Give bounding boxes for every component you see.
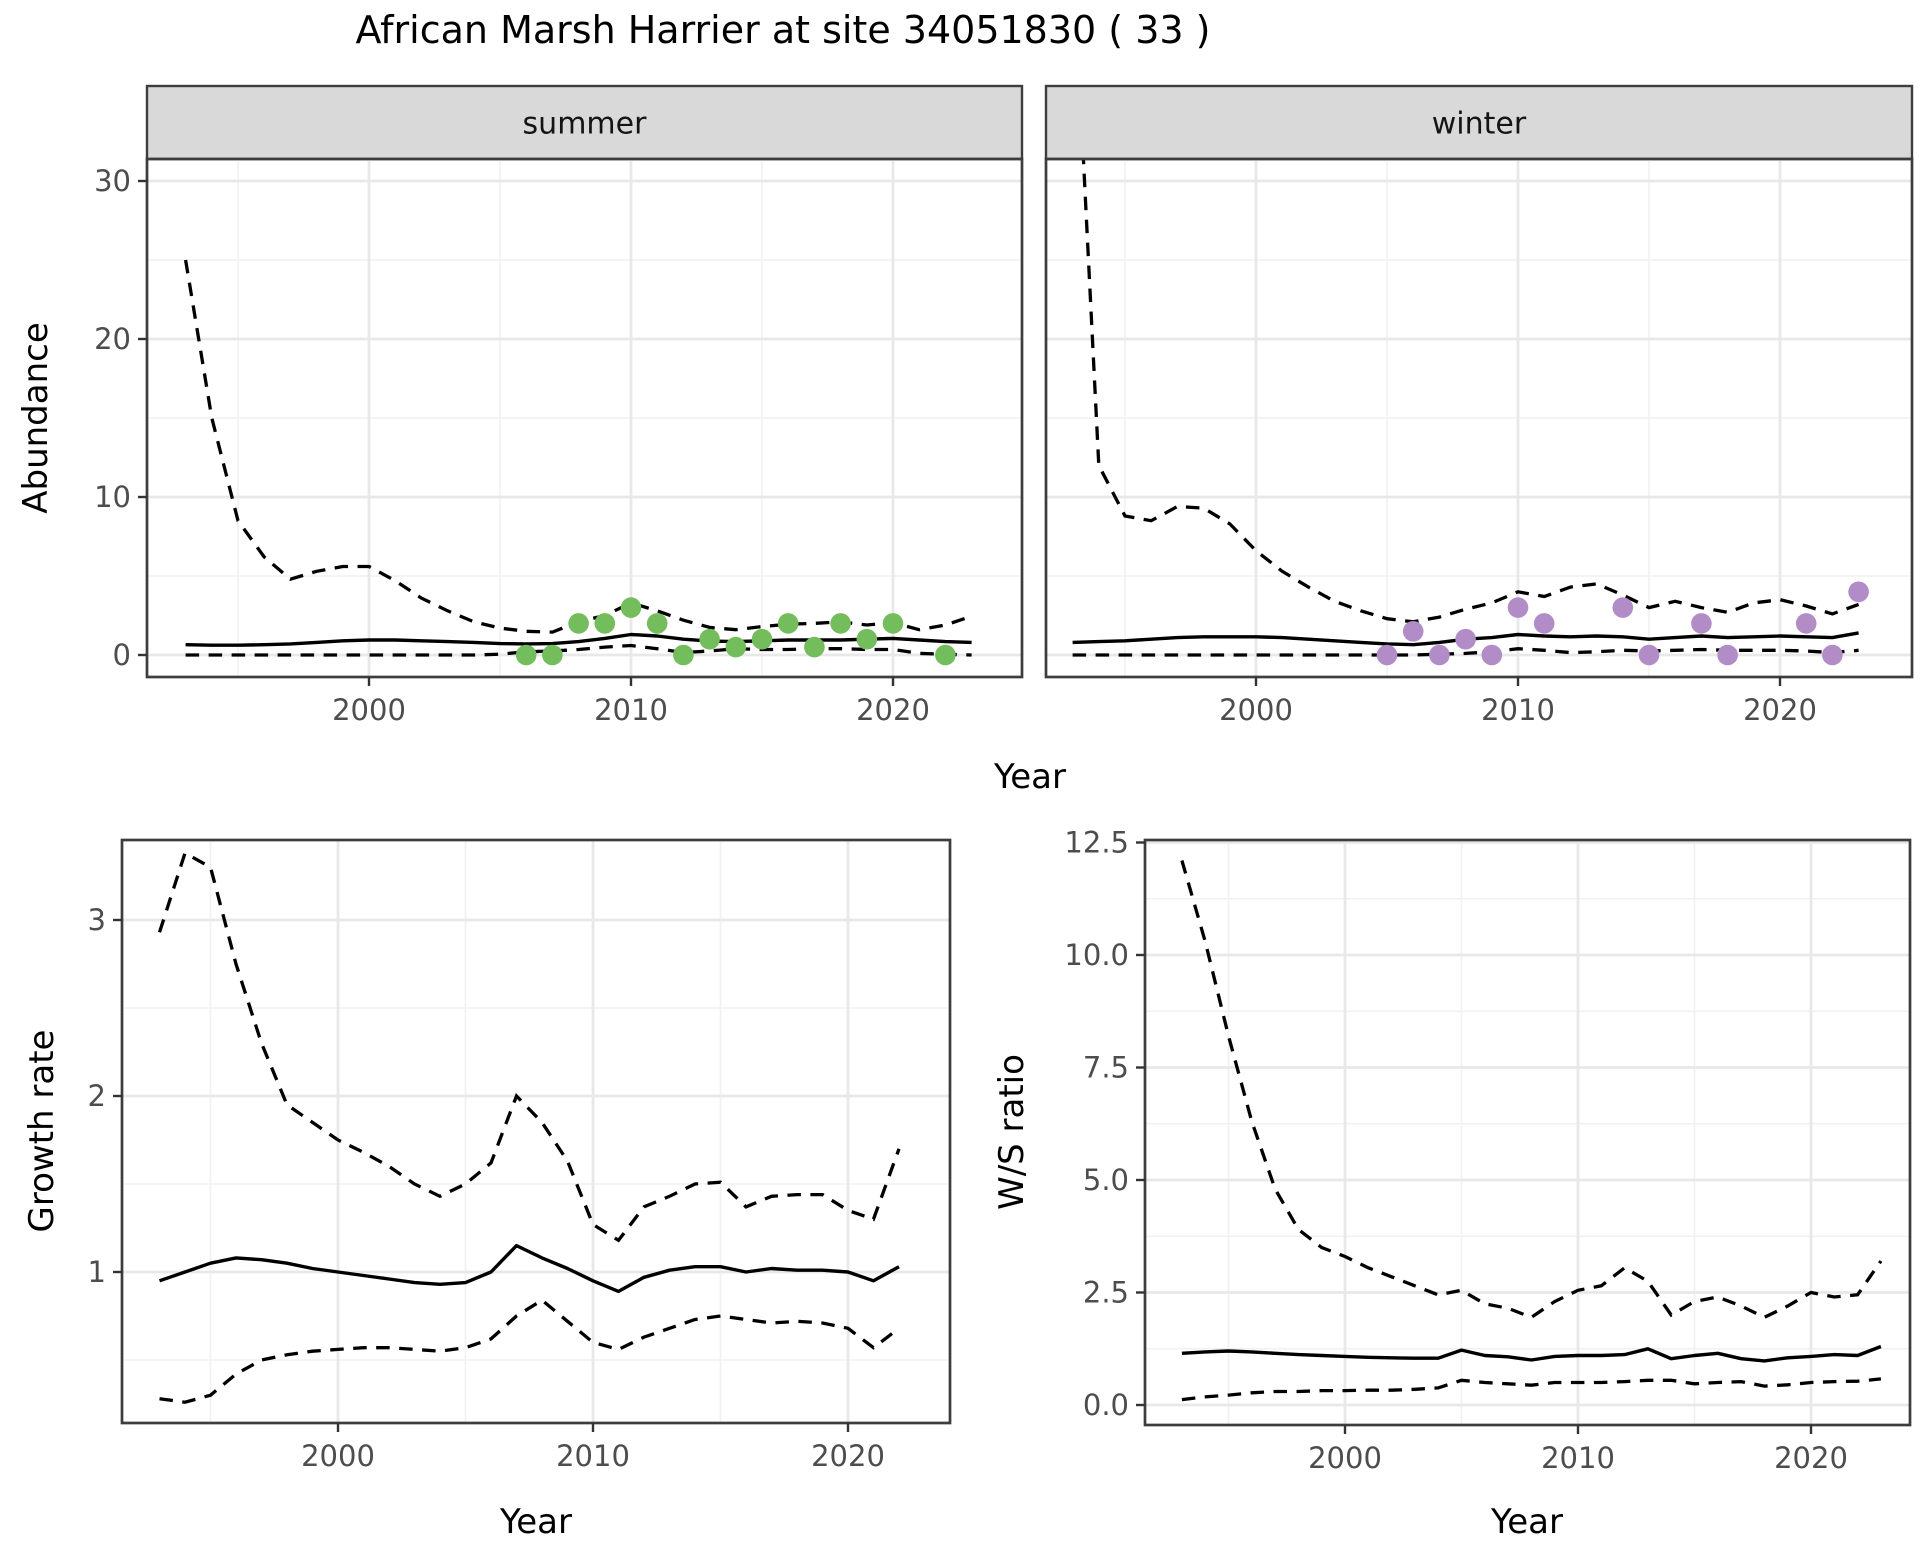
abundance-axis-title: Abundance xyxy=(16,322,56,514)
ci-lower-line xyxy=(159,1298,900,1404)
panel-growth-rate-plot-area xyxy=(122,840,950,1423)
x-tick-label: 2000 xyxy=(332,693,406,727)
observed-count-point xyxy=(882,613,904,634)
panel-summer-plot-area xyxy=(147,159,1022,677)
panel-border xyxy=(1143,838,1912,1427)
panel-ws-ratio: 2000 2010 2020 0.0 2.5 5.0 7.5 10.0 12.5 xyxy=(1064,826,1912,1475)
x-tick-label: 2000 xyxy=(1308,1441,1382,1475)
panel-border xyxy=(1044,157,1914,679)
observed-count-point xyxy=(1638,644,1660,666)
observed-count-point xyxy=(1848,581,1869,603)
observed-count-point xyxy=(1533,613,1555,634)
observed-count-point xyxy=(673,644,694,666)
y-tick-label: 0.0 xyxy=(1083,1388,1129,1422)
y-tick-label: 20 xyxy=(94,322,131,356)
panel-summer: 2000 2010 2020 0 10 20 30 xyxy=(94,157,1024,727)
observed-count-point xyxy=(515,644,537,666)
y-tick-label: 2.5 xyxy=(1083,1276,1129,1310)
ws-ratio-axis-title: W/S ratio xyxy=(992,1054,1032,1210)
y-tick-label: 12.5 xyxy=(1064,826,1129,860)
observed-count-point xyxy=(777,613,799,634)
y-tick-label: 5.0 xyxy=(1083,1163,1129,1197)
median-line xyxy=(158,1243,900,1294)
observed-count-point xyxy=(1717,644,1738,666)
panel-ws-ratio-plot-area xyxy=(1145,840,1910,1425)
ci-lower-line xyxy=(1181,1377,1882,1402)
observed-count-point xyxy=(1402,621,1424,642)
x-tick-label: 2020 xyxy=(856,693,930,727)
x-tick-label: 2020 xyxy=(811,1439,885,1473)
chart-title: African Marsh Harrier at site 34051830 (… xyxy=(355,8,1211,52)
panel-winter-plot-area xyxy=(1046,159,1912,677)
panel-border xyxy=(120,838,952,1425)
top-year-axis-title: Year xyxy=(994,757,1066,797)
panel-winter: 2000 2010 2020 xyxy=(1044,157,1914,727)
growth-rate-axis-title: Growth rate xyxy=(22,1029,62,1233)
x-tick-label: 2010 xyxy=(556,1439,630,1473)
observed-count-point xyxy=(1612,597,1634,618)
y-tick-label: 0 xyxy=(113,638,131,672)
observed-count-point xyxy=(1691,613,1712,634)
observed-count-point xyxy=(542,644,563,666)
x-tick-label: 2010 xyxy=(594,693,668,727)
observed-count-point xyxy=(699,628,720,650)
facet-strip-label: winter xyxy=(1432,107,1527,142)
observed-count-point xyxy=(620,597,642,618)
x-tick-label: 2000 xyxy=(1219,693,1293,727)
growth-year-axis-title: Year xyxy=(500,1502,572,1542)
x-tick-label: 2010 xyxy=(1541,1441,1615,1475)
observed-count-point xyxy=(1822,644,1843,666)
observed-count-point xyxy=(804,636,825,658)
panel-border xyxy=(145,157,1024,679)
ci-lower-line xyxy=(185,643,972,657)
observed-count-point xyxy=(1507,597,1529,618)
observed-count-point xyxy=(751,628,773,650)
x-tick-label: 2020 xyxy=(1774,1441,1848,1475)
facet-strip-label: summer xyxy=(523,107,648,142)
median-line xyxy=(1181,1344,1882,1363)
y-tick-label: 7.5 xyxy=(1083,1051,1129,1085)
ci-upper-line xyxy=(157,850,901,1243)
x-tick-label: 2010 xyxy=(1481,693,1555,727)
facet-strip-box xyxy=(1044,84,1914,161)
y-tick-label: 10 xyxy=(94,480,131,514)
ws-year-axis-title: Year xyxy=(1491,1502,1563,1542)
y-tick-label: 3 xyxy=(88,903,106,937)
y-tick-label: 1 xyxy=(88,1255,106,1289)
observed-count-point xyxy=(830,613,851,634)
observed-count-point xyxy=(856,628,878,650)
observed-count-point xyxy=(1376,644,1398,666)
observed-count-point xyxy=(1481,644,1503,666)
observed-count-point xyxy=(935,644,956,666)
observed-count-point xyxy=(646,613,668,634)
ci-upper-line xyxy=(1180,860,1883,1320)
observed-count-point xyxy=(568,613,589,634)
y-tick-label: 2 xyxy=(88,1079,106,1113)
x-tick-label: 2020 xyxy=(1743,693,1817,727)
facet-strip-box xyxy=(145,84,1024,161)
panel-growth-rate: 2000 2010 2020 1 2 3 xyxy=(88,838,952,1473)
y-tick-label: 30 xyxy=(94,164,131,198)
facet-strip-winter: winter xyxy=(1044,84,1914,161)
observed-count-point xyxy=(594,613,616,634)
observed-count-point xyxy=(1455,628,1476,650)
x-tick-label: 2000 xyxy=(301,1439,375,1473)
observed-count-point xyxy=(1429,644,1450,666)
facet-strip-summer: summer xyxy=(145,84,1024,161)
observed-count-point xyxy=(725,636,747,658)
observed-count-point xyxy=(1795,613,1817,634)
y-tick-label: 10.0 xyxy=(1064,938,1129,972)
median-line xyxy=(185,632,972,647)
